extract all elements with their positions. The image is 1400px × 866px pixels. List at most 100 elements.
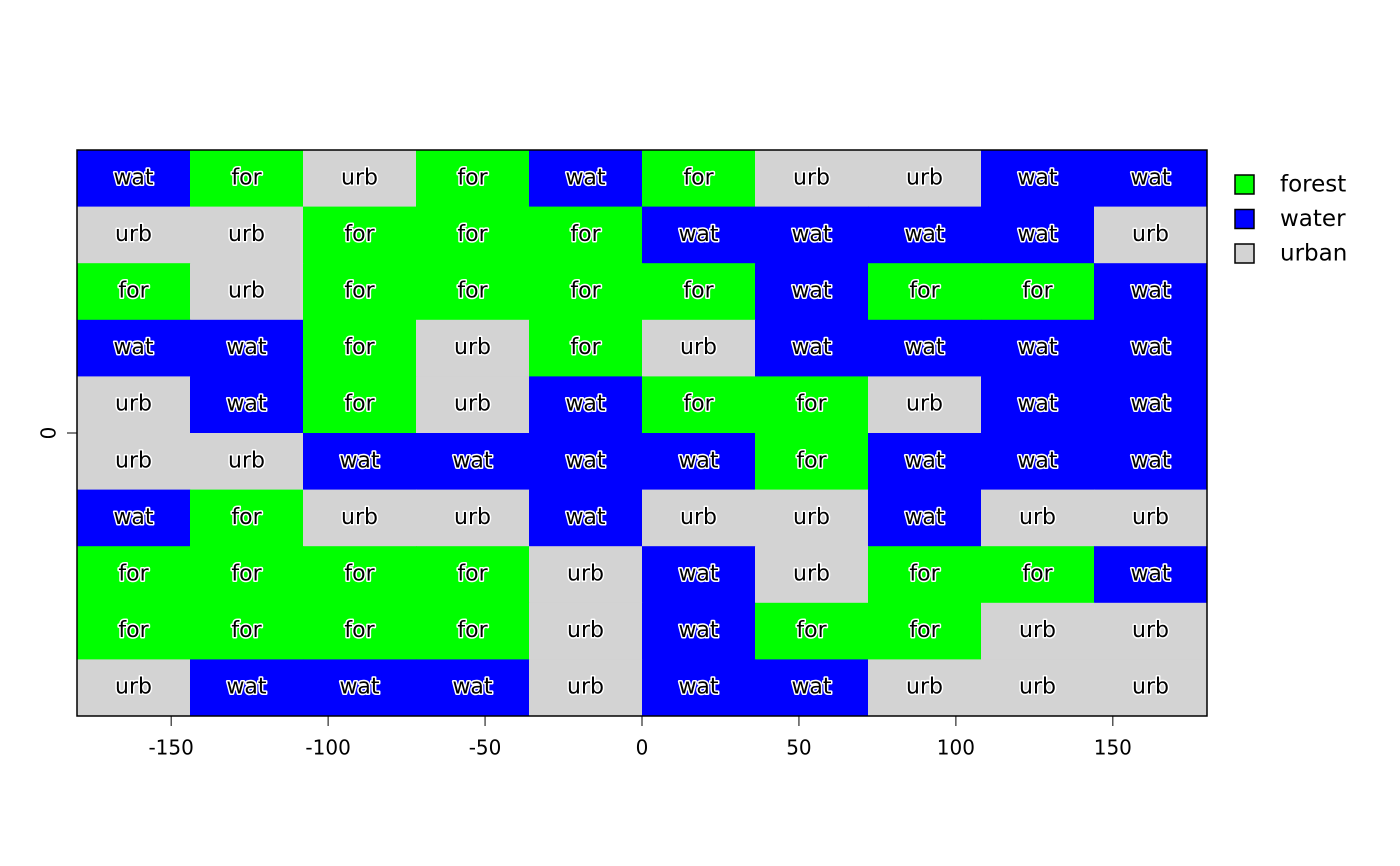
raster-cell (1094, 376, 1208, 434)
cell-label: wat (1017, 392, 1057, 417)
raster-cell (642, 263, 756, 321)
raster-cell (1094, 263, 1208, 321)
cell-label: wat (1017, 335, 1057, 360)
raster-cell (755, 546, 869, 604)
cell-label: urb (115, 392, 152, 417)
cell-label: wat (1130, 165, 1170, 190)
raster-cell (868, 150, 982, 208)
raster-cell (416, 546, 530, 604)
raster-cell (529, 489, 643, 547)
raster-cell (981, 319, 1095, 377)
cell-label: urb (906, 392, 943, 417)
cell-label: for (344, 392, 375, 417)
legend-swatch (1234, 174, 1255, 195)
raster-cell (642, 319, 756, 377)
raster-cell (416, 602, 530, 660)
raster-cell (190, 150, 304, 208)
cell-label: urb (341, 165, 378, 190)
cell-label: for (457, 222, 488, 247)
raster-cell (303, 489, 417, 547)
cell-label: wat (791, 675, 831, 700)
raster-cell (868, 206, 982, 264)
raster-cell (1094, 489, 1208, 547)
raster-cell (642, 659, 756, 717)
cell-label: wat (1130, 562, 1170, 587)
raster-cell (416, 263, 530, 321)
raster-cell (755, 659, 869, 717)
cell-label: wat (113, 335, 153, 360)
cell-label: urb (1019, 505, 1056, 530)
raster-cell (1094, 433, 1208, 491)
raster-cell (755, 263, 869, 321)
cell-label: for (796, 618, 827, 643)
raster-cell (1094, 150, 1208, 208)
raster-cell (755, 602, 869, 660)
cell-label: wat (452, 448, 492, 473)
cell-label: for (796, 392, 827, 417)
cell-label: wat (904, 335, 944, 360)
raster-cell (77, 489, 191, 547)
cell-label: for (118, 562, 149, 587)
cell-label: wat (1130, 335, 1170, 360)
raster-cell (303, 602, 417, 660)
raster-cell (1094, 319, 1208, 377)
cell-label: urb (115, 675, 152, 700)
x-tick-label: -100 (305, 736, 350, 760)
cell-label: for (118, 279, 149, 304)
cell-label: wat (678, 618, 718, 643)
x-tick-label: 100 (937, 736, 975, 760)
x-tick-label: 150 (1094, 736, 1132, 760)
raster-cell (190, 376, 304, 434)
cell-label: urb (115, 448, 152, 473)
raster-cell (303, 376, 417, 434)
raster-cell (77, 263, 191, 321)
cell-label: urb (454, 505, 491, 530)
raster-cell (303, 206, 417, 264)
raster-cell (642, 546, 756, 604)
cell-label: urb (1132, 618, 1169, 643)
cell-label: for (344, 562, 375, 587)
legend-label: forest (1280, 172, 1346, 198)
cell-label: wat (904, 448, 944, 473)
raster-cell (981, 376, 1095, 434)
raster-cell (77, 546, 191, 604)
raster-cell (868, 489, 982, 547)
cell-label: wat (565, 392, 605, 417)
raster-cell (77, 319, 191, 377)
cell-label: for (683, 279, 714, 304)
cell-label: for (909, 279, 940, 304)
cell-label: for (570, 279, 601, 304)
cell-label: wat (791, 335, 831, 360)
cell-label: for (457, 618, 488, 643)
cell-label: wat (113, 165, 153, 190)
raster-cell (77, 150, 191, 208)
raster-cell (529, 659, 643, 717)
raster-cell (981, 602, 1095, 660)
raster-cell (303, 150, 417, 208)
cell-label: for (231, 165, 262, 190)
raster-cell (868, 433, 982, 491)
raster-cell (529, 150, 643, 208)
raster-cell (416, 433, 530, 491)
legend-label: water (1280, 206, 1346, 232)
raster-cell (529, 602, 643, 660)
cell-label: wat (1017, 448, 1057, 473)
cell-label: for (909, 618, 940, 643)
cell-label: for (231, 562, 262, 587)
raster-cell (868, 376, 982, 434)
raster-cell (416, 659, 530, 717)
cell-label: wat (565, 165, 605, 190)
raster-cell (755, 489, 869, 547)
cell-label: wat (791, 222, 831, 247)
raster-cell (981, 489, 1095, 547)
raster-cell (190, 433, 304, 491)
cell-label: urb (793, 505, 830, 530)
cell-label: urb (1132, 505, 1169, 530)
cell-label: wat (678, 222, 718, 247)
raster-cell (303, 319, 417, 377)
raster-cell (77, 433, 191, 491)
legend-swatch (1234, 208, 1255, 230)
raster-cell (529, 376, 643, 434)
raster-cell (642, 433, 756, 491)
cell-label: wat (791, 279, 831, 304)
